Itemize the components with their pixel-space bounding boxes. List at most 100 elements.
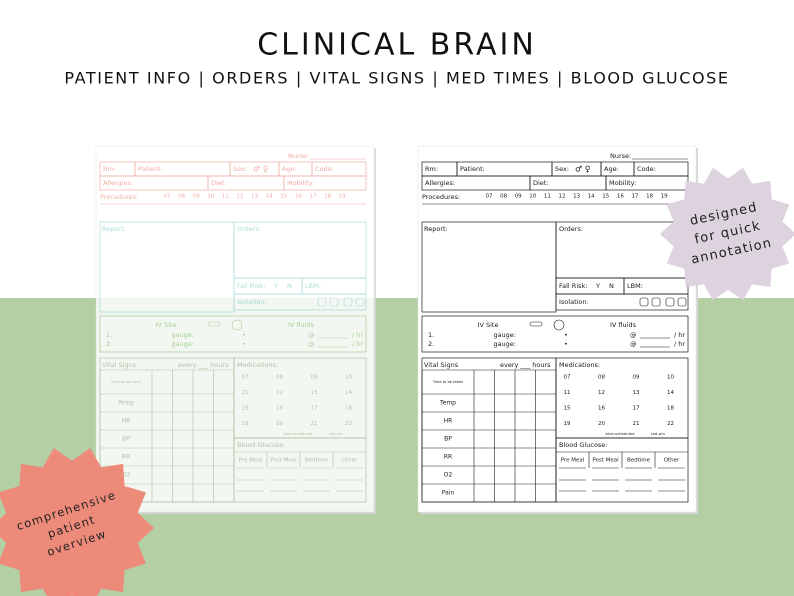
field-label: Patient: xyxy=(138,165,163,173)
bullet: • xyxy=(564,340,568,348)
rate-label: / hr xyxy=(674,331,685,339)
hour-label: 07 xyxy=(486,194,493,200)
med-time: 12 xyxy=(598,390,605,396)
gauge-label: gauge: xyxy=(171,331,194,339)
report-label: Report: xyxy=(102,225,126,233)
glucose-box xyxy=(233,437,367,503)
at-sign: @ xyxy=(308,331,315,339)
legend-scheduled: blue-scheduled xyxy=(283,431,313,436)
sheet-paper xyxy=(417,145,697,513)
med-time: 20 xyxy=(598,421,605,427)
field-label: Sex: xyxy=(555,165,569,173)
glucose-column: Other xyxy=(342,458,358,464)
gauge-label: gauge: xyxy=(171,340,194,348)
isolation-label: Isolation: xyxy=(237,298,267,306)
isolation-icon xyxy=(665,297,675,307)
isolation-icon xyxy=(317,297,327,307)
isolation-icon xyxy=(343,297,353,307)
med-time: 18 xyxy=(667,406,674,412)
iv-line-number: 1. xyxy=(106,331,112,339)
med-time: 08 xyxy=(598,375,605,381)
iv-site-title: IV Site xyxy=(156,321,177,329)
report-label: Report: xyxy=(424,225,448,233)
iv-line-number: 2. xyxy=(106,340,112,348)
bullet: • xyxy=(242,340,246,348)
hour-label: 16 xyxy=(617,194,624,200)
med-time: 18 xyxy=(345,406,352,412)
iv-fluid-icon xyxy=(553,319,565,331)
isolation-icon xyxy=(355,297,365,307)
hour-label: 12 xyxy=(559,194,566,200)
med-time: 13 xyxy=(633,390,640,396)
glucose-column: Bedtime xyxy=(305,458,329,464)
orders-label: Orders: xyxy=(559,225,583,233)
fall-risk-yes: Y xyxy=(273,282,278,290)
fall-risk-no: N xyxy=(609,282,614,290)
med-time: 08 xyxy=(276,375,283,381)
hour-label: 16 xyxy=(295,194,302,200)
field-label: Allergies: xyxy=(425,179,455,187)
med-time: 15 xyxy=(564,406,571,412)
gauge-label: gauge: xyxy=(493,340,516,348)
glucose-column: Post Meal xyxy=(270,458,297,464)
lbm-label: LBM: xyxy=(305,282,321,290)
lbm-label: LBM: xyxy=(627,282,643,290)
at-sign: @ xyxy=(630,340,637,348)
vital-row-label: O2 xyxy=(122,472,131,479)
legend-prn: red-prn xyxy=(651,431,665,436)
sex-symbols: ♂ ♀ xyxy=(575,165,591,174)
rate-label: / hr xyxy=(352,331,363,339)
hour-label: 09 xyxy=(193,194,200,200)
nurse-label: Nurse: xyxy=(610,152,631,160)
hour-label: 10 xyxy=(529,194,536,200)
fall-risk-yes: Y xyxy=(595,282,600,290)
hour-label: 18 xyxy=(646,194,653,200)
hour-label: 19 xyxy=(661,194,668,200)
at-sign: @ xyxy=(308,340,315,348)
iv-icon xyxy=(207,321,221,327)
hour-label: 13 xyxy=(573,194,580,200)
at-sign: @ xyxy=(630,331,637,339)
med-time: 12 xyxy=(276,390,283,396)
hour-label: 11 xyxy=(222,194,229,200)
hour-label: 13 xyxy=(251,194,258,200)
subtitle: PATIENT INFO | ORDERS | VITAL SIGNS | ME… xyxy=(64,69,729,88)
procedures-label: Procedures: xyxy=(422,193,460,201)
med-time: 19 xyxy=(242,421,249,427)
sheet-paper xyxy=(95,145,375,513)
procedures-label: Procedures: xyxy=(100,193,138,201)
vitals-every: every ___ hours xyxy=(500,361,551,369)
field-label: Code: xyxy=(637,165,656,173)
med-time: 07 xyxy=(242,375,249,381)
sex-symbols: ♂ ♀ xyxy=(253,165,269,174)
field-label: Diet: xyxy=(211,179,227,187)
vital-row-label: HR xyxy=(122,418,131,425)
field-label: Patient: xyxy=(460,165,485,173)
glucose-title: Blood Glucose: xyxy=(237,441,286,449)
sheet: Nurse: Rm: Patient: Sex: Age: Code: ♂ ♀ Allergi… xyxy=(417,145,698,514)
bullet: • xyxy=(564,331,568,339)
field-label: Allergies: xyxy=(103,179,133,187)
vitals-title: Vital Signs xyxy=(424,361,459,369)
med-time: 14 xyxy=(345,390,352,396)
field-label: Age: xyxy=(604,165,619,173)
med-time: 10 xyxy=(667,375,674,381)
med-time: 19 xyxy=(564,421,571,427)
isolation-box xyxy=(555,293,689,311)
med-time: 22 xyxy=(667,421,674,427)
vitals-title: Vital Signs xyxy=(102,361,137,369)
field-label: Sex: xyxy=(233,165,247,173)
vital-row-label: O2 xyxy=(444,472,453,479)
med-time: 20 xyxy=(276,421,283,427)
field-label: Mobility: xyxy=(609,179,636,187)
fall-risk-no: N xyxy=(287,282,292,290)
glucose-column: Post Meal xyxy=(592,458,619,464)
med-time: 22 xyxy=(345,421,352,427)
glucose-title: Blood Glucose: xyxy=(559,441,608,449)
med-time: 14 xyxy=(667,390,674,396)
glucose-column: Pre Meal xyxy=(239,458,263,464)
isolation-icon xyxy=(639,297,649,307)
med-time: 09 xyxy=(633,375,640,381)
glucose-column: Bedtime xyxy=(627,458,651,464)
